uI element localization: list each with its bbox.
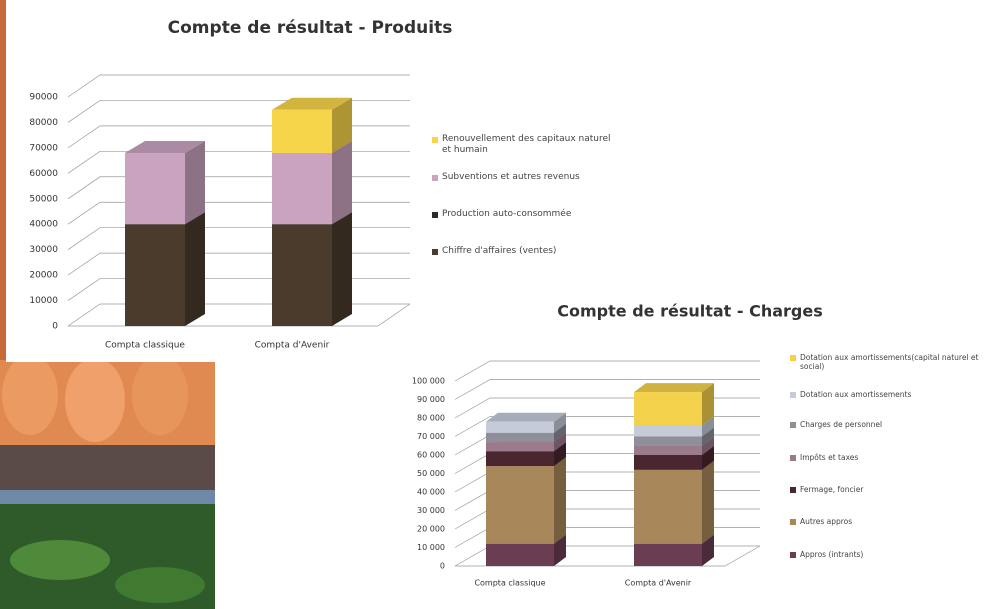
bar-side [702, 446, 714, 470]
y-tick-label: 70 000 [417, 432, 445, 441]
legend-label: Chiffre d'affaires (ventes) [442, 245, 557, 256]
axis-line [724, 545, 761, 567]
legend-label: Subventions et autres revenus [442, 171, 580, 182]
bar [125, 152, 185, 225]
bar-side [554, 442, 566, 467]
legend-swatch [790, 487, 796, 493]
bar-side [554, 412, 566, 433]
legend-label: Fermage, foncier [800, 484, 864, 494]
axis-line [377, 303, 411, 327]
x-tick-label: Compta d'Avenir [625, 579, 692, 588]
chart-title: Compte de résultat - Produits [168, 18, 453, 38]
bar-side [185, 140, 205, 225]
bar-side [554, 457, 566, 544]
y-tick-label: 20 000 [417, 525, 445, 534]
bar [634, 455, 702, 470]
bar [272, 224, 332, 326]
legend-label: Impôts et taxes [800, 452, 859, 462]
bar-top [272, 97, 352, 110]
bar [634, 543, 702, 566]
bar [125, 224, 185, 326]
y-tick-label: 100 000 [412, 377, 445, 386]
legend-label: Charges de personnel [800, 419, 883, 429]
bar [486, 432, 554, 443]
bar [634, 469, 702, 544]
bar [272, 152, 332, 225]
x-tick-label: Compta classique [474, 579, 545, 588]
legend-label: Dotation aux amortissements(capital natu… [800, 352, 979, 372]
bar [486, 442, 554, 452]
legend-swatch [432, 249, 438, 255]
y-tick-label: 10000 [29, 296, 58, 306]
y-tick-label: 0 [440, 562, 445, 571]
legend-label: Production auto-consommée [442, 208, 572, 219]
chart-title: Compte de résultat - Charges [557, 302, 822, 321]
y-tick-label: 50000 [29, 194, 58, 204]
bar [634, 436, 702, 446]
legend-swatch [432, 137, 438, 143]
legend-swatch [432, 175, 438, 181]
legend-swatch [790, 455, 796, 461]
legend-swatch [432, 212, 438, 218]
bar-side [332, 212, 352, 326]
bar-side [554, 433, 566, 452]
y-tick-label: 20000 [29, 271, 58, 281]
bar [486, 451, 554, 467]
bar-top [634, 383, 714, 393]
bar-side [185, 212, 205, 326]
y-tick-label: 90000 [29, 93, 58, 103]
bar [486, 543, 554, 566]
bar-side [702, 534, 714, 566]
bar-side [702, 383, 714, 426]
bar [634, 425, 702, 437]
bar-side [702, 460, 714, 544]
x-tick-label: Compta d'Avenir [255, 341, 330, 351]
y-tick-label: 60000 [29, 169, 58, 179]
legend-label: Dotation aux amortissements [800, 389, 912, 399]
legend-label: Autres appros [800, 516, 853, 526]
bar-side [702, 427, 714, 446]
grid-line [67, 74, 410, 98]
bar-side [702, 416, 714, 437]
legend-swatch [790, 552, 796, 558]
bar-top [125, 140, 205, 153]
legend-swatch [790, 392, 796, 398]
y-tick-label: 40 000 [417, 488, 445, 497]
y-tick-label: 60 000 [417, 451, 445, 460]
bar [486, 466, 554, 544]
legend-label: Renouvellement des capitaux naturel et h… [442, 133, 611, 155]
legend-label: Appros (intrants) [800, 549, 864, 559]
y-tick-label: 70000 [29, 143, 58, 153]
bar-side [554, 534, 566, 566]
legend-swatch [790, 519, 796, 525]
bar-side [332, 140, 352, 225]
grid-line [454, 360, 760, 382]
bar-side [554, 423, 566, 443]
x-tick-label: Compta classique [105, 341, 185, 351]
y-tick-label: 30 000 [417, 506, 445, 515]
y-tick-label: 50 000 [417, 469, 445, 478]
grid-line [454, 379, 760, 400]
bar [634, 392, 702, 426]
y-tick-label: 0 [52, 322, 58, 332]
legend-swatch [790, 355, 796, 361]
bar [486, 421, 554, 433]
bar-side [702, 436, 714, 455]
y-tick-label: 10 000 [417, 543, 445, 552]
y-tick-label: 80000 [29, 118, 58, 128]
y-tick-label: 30000 [29, 245, 58, 255]
y-tick-label: 40000 [29, 220, 58, 230]
bar [272, 109, 332, 153]
bar [634, 445, 702, 455]
bar-top [486, 412, 566, 422]
legend-swatch [790, 422, 796, 428]
y-tick-label: 80 000 [417, 414, 445, 423]
y-tick-label: 90 000 [417, 395, 445, 404]
bar-side [332, 97, 352, 153]
